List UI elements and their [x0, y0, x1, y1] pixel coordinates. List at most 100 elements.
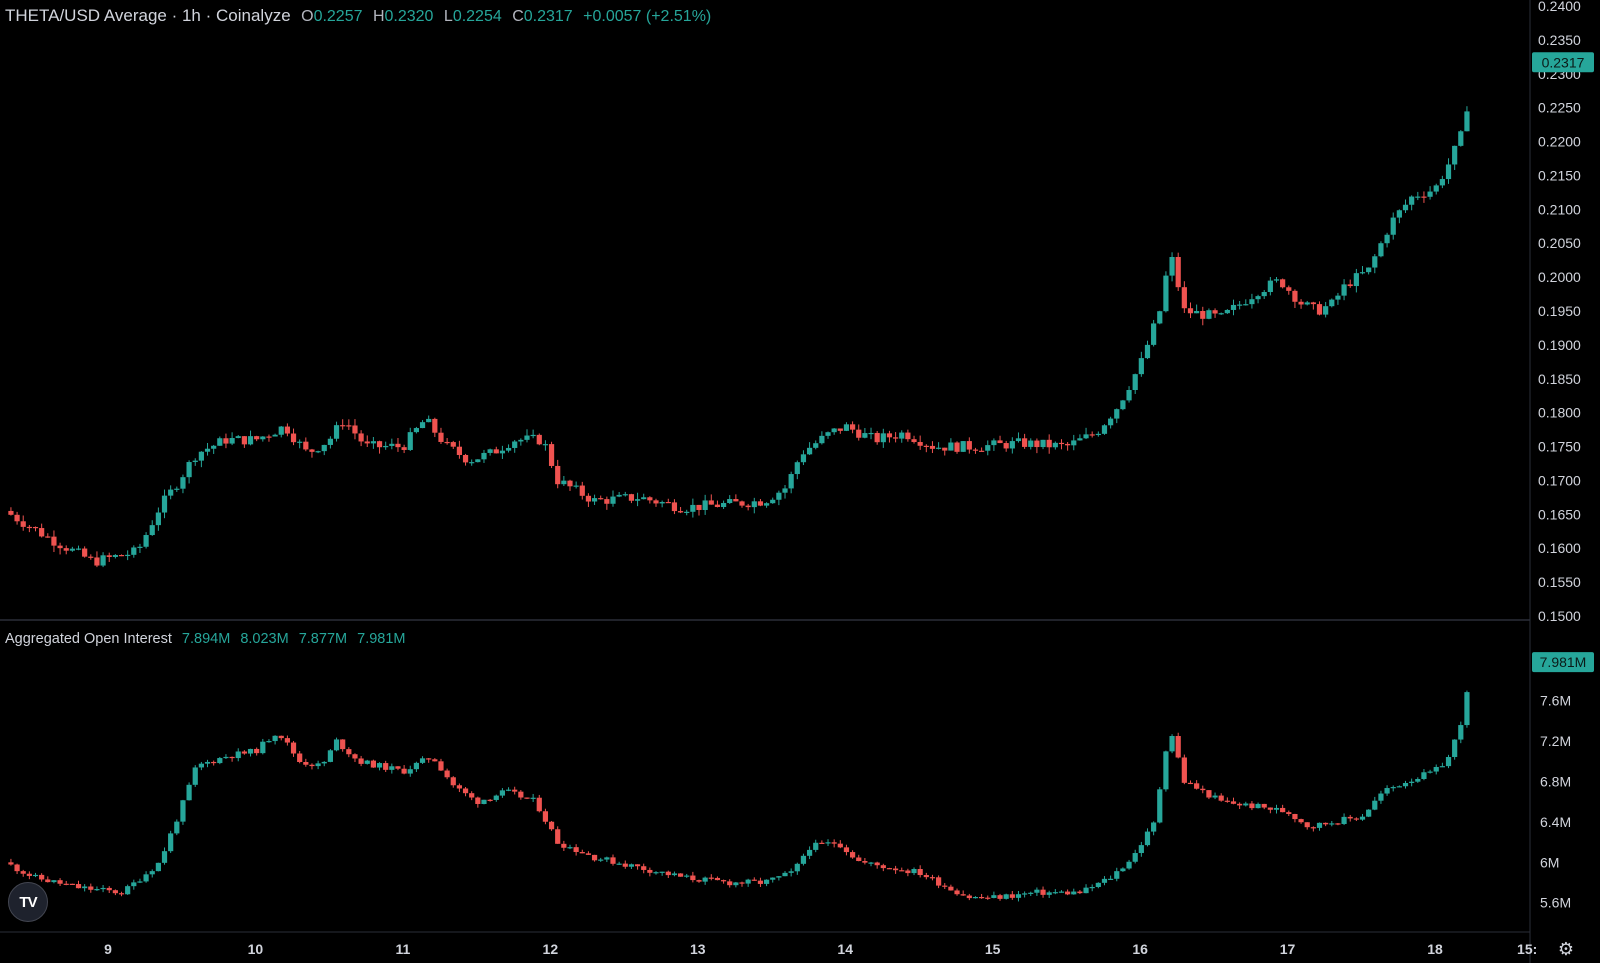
price-tick-label: 0.2250 — [1538, 100, 1581, 116]
price-candle — [1280, 278, 1286, 289]
price-body — [1034, 440, 1040, 448]
price-body — [1058, 442, 1065, 445]
price-body — [444, 441, 450, 444]
oi-candle — [346, 747, 352, 758]
time-tick-label: 11 — [395, 941, 410, 957]
price-tick-label: 0.1700 — [1538, 472, 1581, 488]
price-body — [905, 432, 911, 440]
price-candle — [598, 495, 604, 500]
price-body — [634, 499, 641, 501]
oi-body — [942, 885, 948, 887]
oi-candle — [1065, 889, 1071, 896]
oi-body — [886, 868, 893, 870]
oi-candle — [432, 758, 438, 762]
price-body — [757, 501, 764, 506]
time-axis[interactable]: 9 10 11 12 13 14 15 16 17 18 15: — [104, 941, 1537, 957]
oi-candle — [1341, 813, 1347, 826]
price-body — [1439, 179, 1445, 186]
oi-body — [1095, 882, 1101, 887]
price-body — [186, 462, 192, 478]
price-axis[interactable]: 0.24000.23500.23000.22500.22000.21500.21… — [1538, 0, 1581, 624]
price-body — [1077, 438, 1083, 441]
high-label: H — [372, 8, 385, 25]
oi-body — [340, 739, 346, 750]
price-candle — [389, 438, 395, 450]
oi-body — [118, 893, 125, 895]
price-candle — [1077, 434, 1083, 441]
price-body — [1335, 295, 1341, 300]
oi-candle — [1077, 890, 1083, 895]
price-body — [942, 447, 948, 451]
price-candle — [315, 450, 321, 454]
price-body — [751, 501, 757, 508]
oi-body — [413, 762, 420, 770]
open-value: 0.2257 — [313, 8, 363, 25]
price-candle — [1335, 292, 1341, 305]
price-body — [1151, 323, 1157, 345]
oi-body — [985, 897, 991, 899]
oi-candle — [247, 748, 254, 757]
price-body — [720, 503, 727, 508]
oi-candle — [905, 868, 911, 877]
oi-body — [1230, 801, 1237, 804]
oi-body — [192, 767, 198, 785]
price-candle — [456, 440, 463, 459]
oi-candle — [1126, 859, 1132, 870]
price-candle — [573, 481, 579, 489]
oi-candle — [1415, 777, 1421, 783]
oi-body — [555, 829, 561, 844]
oi-body — [1378, 793, 1384, 801]
price-candle — [487, 448, 493, 456]
oi-title[interactable]: Aggregated Open Interest — [5, 631, 172, 647]
price-body — [929, 445, 936, 449]
price-body — [1003, 443, 1009, 449]
oi-candle — [39, 873, 45, 882]
oi-candle — [579, 849, 585, 854]
oi-candle — [733, 881, 739, 888]
price-candle — [321, 444, 327, 456]
price-body — [1402, 204, 1409, 211]
price-body — [1273, 279, 1280, 281]
oi-body — [1409, 781, 1415, 783]
oi-candle — [493, 794, 499, 802]
price-body — [45, 536, 51, 538]
price-candle — [1237, 301, 1243, 310]
oi-body — [616, 863, 622, 865]
price-body — [892, 437, 899, 439]
price-candle — [1292, 289, 1298, 308]
price-candle — [979, 447, 985, 452]
price-candle — [1065, 441, 1071, 451]
price-candle — [1316, 301, 1323, 316]
oi-candle — [1095, 882, 1101, 889]
oi-body — [862, 861, 868, 863]
oi-body — [1108, 878, 1114, 880]
gear-icon[interactable]: ⚙ — [1555, 938, 1577, 960]
oi-body — [757, 880, 764, 884]
oi-candle — [702, 876, 708, 885]
oi-body — [892, 868, 899, 871]
oi-body — [794, 863, 800, 872]
oi-axis[interactable]: 7.6M 7.2M 6.8M 6.4M 6M 5.6M — [1540, 693, 1571, 911]
price-body — [1304, 302, 1310, 305]
oi-body — [567, 847, 573, 849]
oi-body — [1341, 816, 1347, 824]
tradingview-logo-icon[interactable]: TV — [8, 882, 48, 922]
oi-candle — [598, 857, 604, 862]
price-body — [389, 443, 395, 446]
symbol-title[interactable]: THETA/USD Average · 1h · Coinalyze — [5, 6, 291, 25]
price-candle — [75, 545, 82, 551]
oi-body — [733, 882, 739, 886]
oi-candle — [229, 756, 235, 762]
oi-candle — [911, 867, 917, 876]
price-candle — [702, 494, 708, 515]
price-candle — [1151, 319, 1157, 347]
oi-body — [143, 874, 149, 882]
oi-candle — [364, 759, 370, 765]
oi-body — [665, 871, 671, 876]
oi-candle — [979, 893, 985, 899]
oi-candle — [26, 871, 32, 880]
oi-body — [579, 852, 585, 854]
price-body — [1421, 196, 1427, 198]
oi-body — [991, 895, 997, 898]
